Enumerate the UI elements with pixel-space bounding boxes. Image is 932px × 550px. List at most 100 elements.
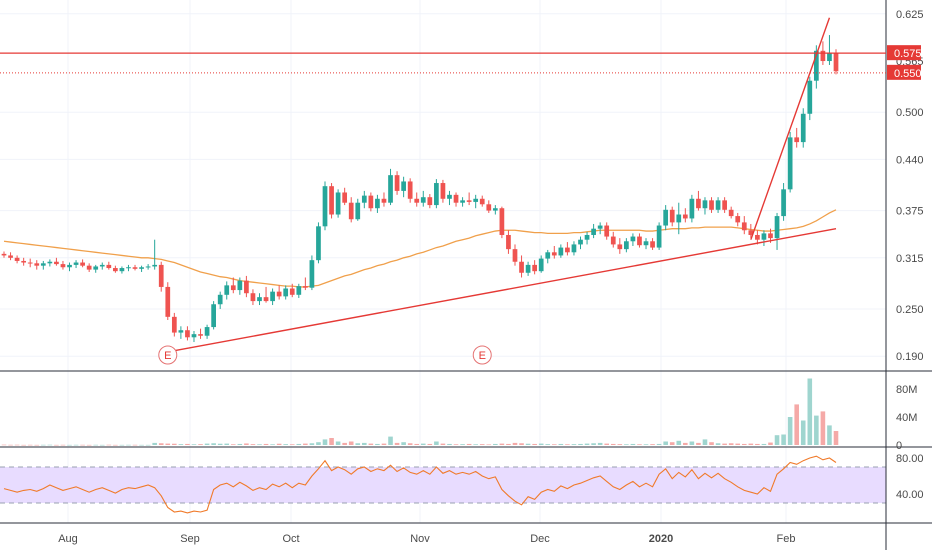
candle-body [54, 261, 59, 265]
candle-body [650, 241, 655, 248]
volume-bar [473, 444, 478, 445]
candle [73, 260, 79, 269]
volume-bar [519, 443, 524, 445]
volume-bar [329, 438, 334, 445]
candle [519, 255, 524, 278]
candle [263, 286, 269, 303]
candle-body [244, 280, 249, 294]
rsi-band [0, 467, 886, 503]
candle-body [86, 265, 92, 270]
candle [591, 223, 596, 239]
volume-bar [624, 444, 629, 445]
candle [473, 194, 479, 209]
volume-bar [486, 444, 492, 446]
volume-bar [440, 443, 446, 445]
candle-body [656, 225, 662, 248]
candle-body [728, 209, 734, 217]
candle [139, 265, 144, 272]
volume-bar [368, 443, 374, 445]
candle [316, 222, 321, 264]
volume-bar [676, 440, 682, 445]
volume-bar [552, 444, 557, 445]
candle [401, 176, 406, 198]
candle-body [302, 286, 308, 288]
volume-bar [276, 443, 282, 445]
candle-body [401, 181, 406, 191]
candle [244, 275, 249, 298]
volume-axis: 80M 40M 0 [896, 384, 917, 452]
volume-bar [145, 444, 151, 446]
volume-bar [768, 442, 773, 445]
candle [460, 197, 465, 207]
price-tick-label: 0.625 [896, 9, 924, 21]
candle [217, 291, 223, 309]
volume-bar [512, 442, 518, 445]
candle-body [545, 252, 551, 259]
volume-bar [335, 441, 341, 445]
candle [696, 190, 701, 211]
candle-body [270, 291, 275, 302]
rsi-axis: 80.00 40.00 [896, 453, 924, 501]
candle-body [735, 216, 741, 223]
candle [486, 200, 492, 213]
time-tick-label: 2020 [649, 533, 673, 545]
volume-bar [748, 443, 754, 445]
volume-bars [1, 378, 839, 446]
candle [309, 255, 315, 291]
candle-body [191, 334, 197, 338]
horizontal-levels [0, 52, 886, 74]
candle [106, 261, 112, 270]
candle-body [565, 247, 570, 253]
candle-body [466, 200, 472, 202]
candle-body [774, 216, 780, 239]
volume-bar [152, 442, 157, 445]
candle [191, 331, 197, 343]
candle [532, 260, 538, 275]
candle-body [447, 194, 452, 199]
candle [630, 233, 636, 246]
candle [702, 197, 708, 215]
candle-body [67, 264, 72, 268]
volume-bar [250, 444, 256, 445]
candle [178, 326, 184, 339]
volume-bar [230, 444, 236, 445]
candle-body [781, 189, 786, 217]
candle [617, 238, 623, 254]
candle [807, 76, 813, 121]
earnings-marker-circle [472, 345, 492, 365]
candle-body [787, 137, 793, 190]
candle [145, 264, 151, 270]
candle [466, 192, 472, 206]
candle [604, 222, 610, 240]
volume-bar [545, 444, 551, 445]
candle [93, 264, 99, 273]
volume-bar [106, 444, 112, 446]
volume-bar [342, 442, 347, 445]
candle-body [512, 249, 518, 262]
candle [794, 127, 800, 148]
candle-body [342, 192, 348, 203]
candle [447, 190, 452, 206]
candle-body [289, 288, 295, 295]
candle-body [702, 200, 708, 209]
volume-bar [761, 443, 767, 445]
volume-bar [565, 444, 570, 445]
candle [40, 260, 46, 270]
candle-body [34, 263, 40, 266]
candle-body [748, 230, 754, 235]
volume-bar [309, 443, 315, 445]
candle-body [80, 262, 85, 266]
candle-body [460, 200, 465, 203]
volume-bar [21, 444, 26, 446]
volume-bar [715, 443, 721, 445]
volume-bar [800, 420, 806, 445]
volume-bar [185, 443, 190, 445]
volume-bar [735, 443, 741, 445]
volume-bar [827, 425, 832, 445]
volume-bar [702, 439, 708, 445]
candle-body [682, 214, 688, 219]
volume-bar [263, 443, 269, 445]
candle-body [610, 236, 616, 245]
candle-body [132, 267, 138, 269]
